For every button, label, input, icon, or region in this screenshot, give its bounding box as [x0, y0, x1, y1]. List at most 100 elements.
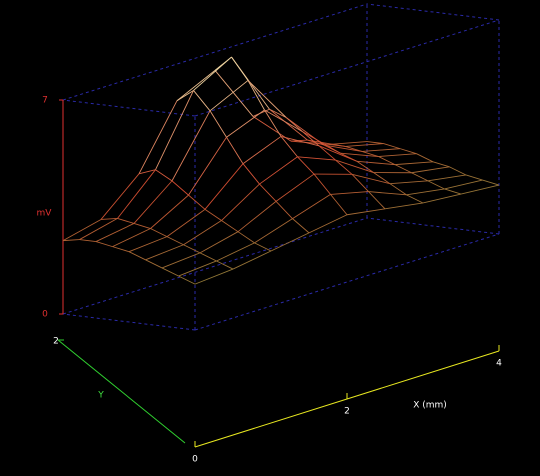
surface-segment — [394, 161, 434, 166]
surface-segment — [62, 239, 80, 242]
surface-segment — [389, 180, 429, 185]
surface-segment — [247, 80, 287, 118]
surface-segment — [406, 194, 424, 204]
surface-segment — [95, 241, 113, 248]
surface-segment — [199, 252, 217, 262]
surface-segment — [313, 173, 331, 195]
surface-segment — [226, 137, 244, 164]
surface-segment — [221, 183, 260, 221]
surface-segment — [176, 90, 194, 102]
surface-segment — [427, 180, 445, 190]
surface-segment — [285, 117, 303, 132]
surface-segment — [178, 260, 217, 277]
surface-segment — [194, 268, 234, 285]
surface-segment — [482, 179, 500, 186]
surface-segment — [330, 194, 348, 216]
surface-segment — [328, 141, 368, 145]
box-edge — [62, 217, 368, 315]
surface-segment — [166, 236, 184, 246]
surface-segment — [280, 136, 298, 158]
surface-segment — [346, 208, 386, 216]
surface-segment — [79, 239, 97, 243]
surface-segment — [275, 173, 315, 202]
surface-segment — [188, 194, 206, 210]
surface-segment — [112, 228, 151, 248]
surface-segment — [128, 251, 146, 261]
box-edge — [62, 99, 196, 117]
surface-segment — [254, 242, 272, 252]
surface-segment — [302, 131, 341, 154]
surface-segment — [411, 172, 429, 182]
surface-segment — [226, 109, 265, 138]
surface-segment — [351, 173, 369, 192]
surface-segment — [389, 183, 407, 196]
surface-segment — [432, 161, 450, 168]
surface-segment — [204, 208, 222, 221]
surface-segment — [193, 90, 211, 112]
surface-segment — [270, 232, 310, 252]
surface-segment — [79, 218, 118, 240]
surface-segment — [216, 260, 234, 270]
z-tick-label: 0 — [42, 310, 48, 320]
surface-segment — [297, 156, 336, 161]
surface-segment — [330, 191, 369, 195]
surface-segment — [308, 214, 348, 234]
box-edge — [62, 313, 196, 331]
surface-segment — [269, 108, 287, 118]
surface-segment — [237, 200, 277, 233]
surface-segment — [335, 159, 374, 173]
surface-segment — [247, 80, 265, 111]
surface-segment — [259, 156, 298, 185]
surface-segment — [444, 188, 462, 195]
surface-segment — [145, 244, 184, 261]
surface-segment — [264, 109, 303, 132]
box-edge — [366, 3, 500, 21]
z-axis-label: mV — [37, 209, 53, 219]
surface-segment — [411, 166, 450, 174]
surface-segment — [150, 228, 168, 238]
surface-segment — [214, 70, 254, 117]
surface-segment — [171, 180, 189, 196]
surface-segment — [264, 109, 282, 137]
surface-segment — [323, 144, 363, 152]
surface-segment — [444, 179, 483, 190]
surface-segment — [138, 169, 156, 175]
surface-segment — [166, 208, 206, 237]
surface-segment — [133, 180, 173, 224]
surface-segment — [292, 218, 310, 234]
surface-segment — [155, 90, 194, 170]
surface-segment — [117, 169, 156, 219]
y-axis-label: Y — [97, 391, 104, 401]
surface-segment — [297, 156, 315, 175]
surface-segment — [138, 100, 178, 175]
surface-segment — [183, 244, 201, 254]
surface-segment — [335, 159, 353, 175]
surface-segment — [345, 143, 384, 147]
surface-segment — [62, 219, 102, 242]
surface-segment — [204, 163, 244, 210]
surface-segment — [416, 153, 434, 163]
surface-segment — [117, 217, 135, 224]
surface-segment — [406, 188, 445, 196]
surface-segment — [145, 259, 163, 269]
surface-segment — [199, 231, 239, 254]
surface-segment — [292, 194, 331, 220]
surface-segment — [275, 201, 293, 219]
surface-segment — [378, 156, 396, 166]
surface-segment — [356, 160, 374, 173]
surface-segment — [318, 145, 358, 162]
surface-segment — [280, 135, 320, 147]
surface-segment — [373, 172, 391, 185]
surface-segment — [361, 151, 379, 157]
surface-segment — [242, 136, 282, 165]
surface-segment — [161, 252, 201, 269]
surface-segment — [95, 223, 135, 242]
surface-segment — [161, 267, 179, 277]
surface-segment — [394, 164, 412, 174]
surface-segment — [209, 80, 249, 112]
surface-segment — [193, 56, 232, 91]
surface-segment — [188, 137, 227, 196]
surface-segment — [100, 173, 140, 220]
